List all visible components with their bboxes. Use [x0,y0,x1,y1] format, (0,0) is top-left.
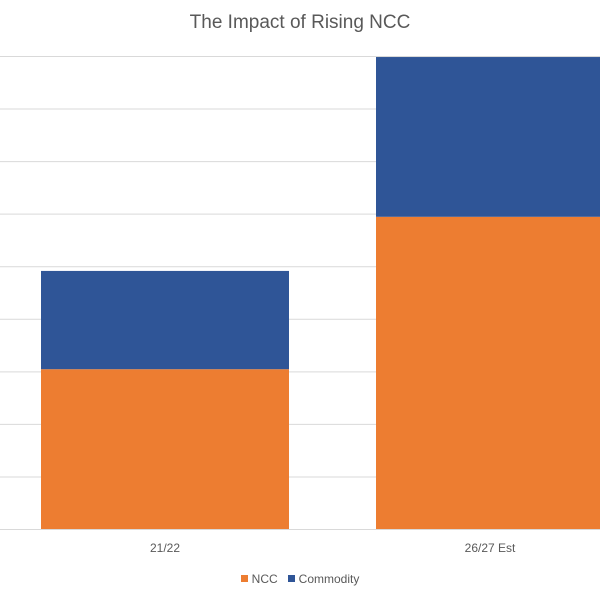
chart-title: The Impact of Rising NCC [189,12,411,33]
legend-item-ncc: NCC [240,571,278,586]
x-tick-label: 21/22 [150,541,180,555]
bar-commodity-1 [376,57,600,217]
bar-commodity-0 [41,270,289,370]
legend-item-commodity: Commodity [287,571,360,586]
legend-swatch [287,575,295,582]
legend-label: NCC [251,571,278,586]
bar-ncc-0 [41,369,289,530]
legend-label: Commodity [298,571,360,586]
bar-ncc-1 [376,216,600,530]
legend-swatch [240,575,248,582]
x-tick-label: 26/27 Est [465,541,516,555]
legend: NCC Commodity [0,571,600,586]
